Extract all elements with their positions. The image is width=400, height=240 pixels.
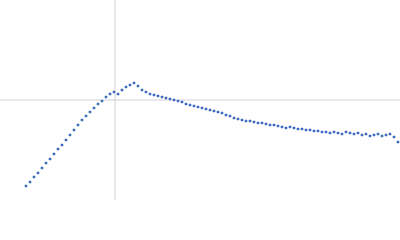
point xyxy=(64,138,68,142)
point xyxy=(84,114,88,118)
point xyxy=(168,97,172,101)
point xyxy=(148,92,152,96)
point xyxy=(24,184,28,188)
point xyxy=(320,130,324,134)
point xyxy=(252,120,256,124)
point xyxy=(256,121,260,125)
point xyxy=(220,111,224,115)
point xyxy=(68,133,72,137)
point xyxy=(248,119,252,123)
point xyxy=(104,95,108,99)
point xyxy=(128,83,132,87)
point xyxy=(60,143,64,147)
point xyxy=(272,123,276,127)
point xyxy=(52,152,56,156)
point xyxy=(156,94,160,98)
point xyxy=(368,134,372,138)
point xyxy=(280,125,284,129)
point xyxy=(224,113,228,117)
point xyxy=(384,133,388,137)
point xyxy=(360,133,364,137)
point xyxy=(228,114,232,118)
point xyxy=(372,133,376,137)
point xyxy=(72,128,76,132)
point xyxy=(316,129,320,133)
point xyxy=(180,100,184,104)
point xyxy=(348,131,352,135)
point xyxy=(164,96,168,100)
point xyxy=(188,103,192,107)
point xyxy=(232,116,236,120)
point xyxy=(396,140,400,144)
chart xyxy=(0,0,400,200)
point xyxy=(376,132,380,136)
point xyxy=(364,132,368,136)
point xyxy=(284,126,288,130)
point xyxy=(340,132,344,136)
point xyxy=(192,104,196,108)
point xyxy=(120,88,124,92)
point xyxy=(264,122,268,126)
point xyxy=(116,92,120,96)
point xyxy=(208,108,212,112)
point xyxy=(96,102,100,106)
point xyxy=(56,147,60,151)
point xyxy=(44,161,48,165)
point xyxy=(176,99,180,103)
point xyxy=(236,117,240,121)
point xyxy=(152,93,156,97)
point xyxy=(268,123,272,127)
point xyxy=(160,95,164,99)
point xyxy=(88,110,92,114)
point xyxy=(388,132,392,136)
point xyxy=(48,157,52,161)
point xyxy=(76,123,80,127)
point xyxy=(240,118,244,122)
point xyxy=(112,90,116,94)
point xyxy=(108,92,112,96)
point xyxy=(36,171,40,175)
point xyxy=(244,119,248,123)
point xyxy=(184,102,188,106)
point xyxy=(332,130,336,134)
point xyxy=(124,85,128,89)
point xyxy=(380,134,384,138)
point xyxy=(204,107,208,111)
point xyxy=(260,121,264,125)
point xyxy=(132,81,136,85)
point xyxy=(80,118,84,122)
point xyxy=(336,131,340,135)
point xyxy=(140,88,144,92)
point xyxy=(304,128,308,132)
point xyxy=(40,166,44,170)
point xyxy=(200,106,204,110)
point xyxy=(216,110,220,114)
point xyxy=(144,90,148,94)
point xyxy=(300,127,304,131)
point xyxy=(288,125,292,129)
point xyxy=(196,105,200,109)
point xyxy=(32,175,36,179)
point xyxy=(352,132,356,136)
point xyxy=(324,130,328,134)
point xyxy=(100,99,104,103)
point xyxy=(328,131,332,135)
point xyxy=(356,131,360,135)
point xyxy=(296,127,300,131)
point xyxy=(312,129,316,133)
point xyxy=(92,106,96,110)
point xyxy=(308,128,312,132)
point xyxy=(212,109,216,113)
point xyxy=(392,135,396,139)
point xyxy=(172,98,176,102)
point xyxy=(28,180,32,184)
point xyxy=(292,126,296,130)
point xyxy=(136,84,140,88)
point xyxy=(276,124,280,128)
point xyxy=(344,130,348,134)
